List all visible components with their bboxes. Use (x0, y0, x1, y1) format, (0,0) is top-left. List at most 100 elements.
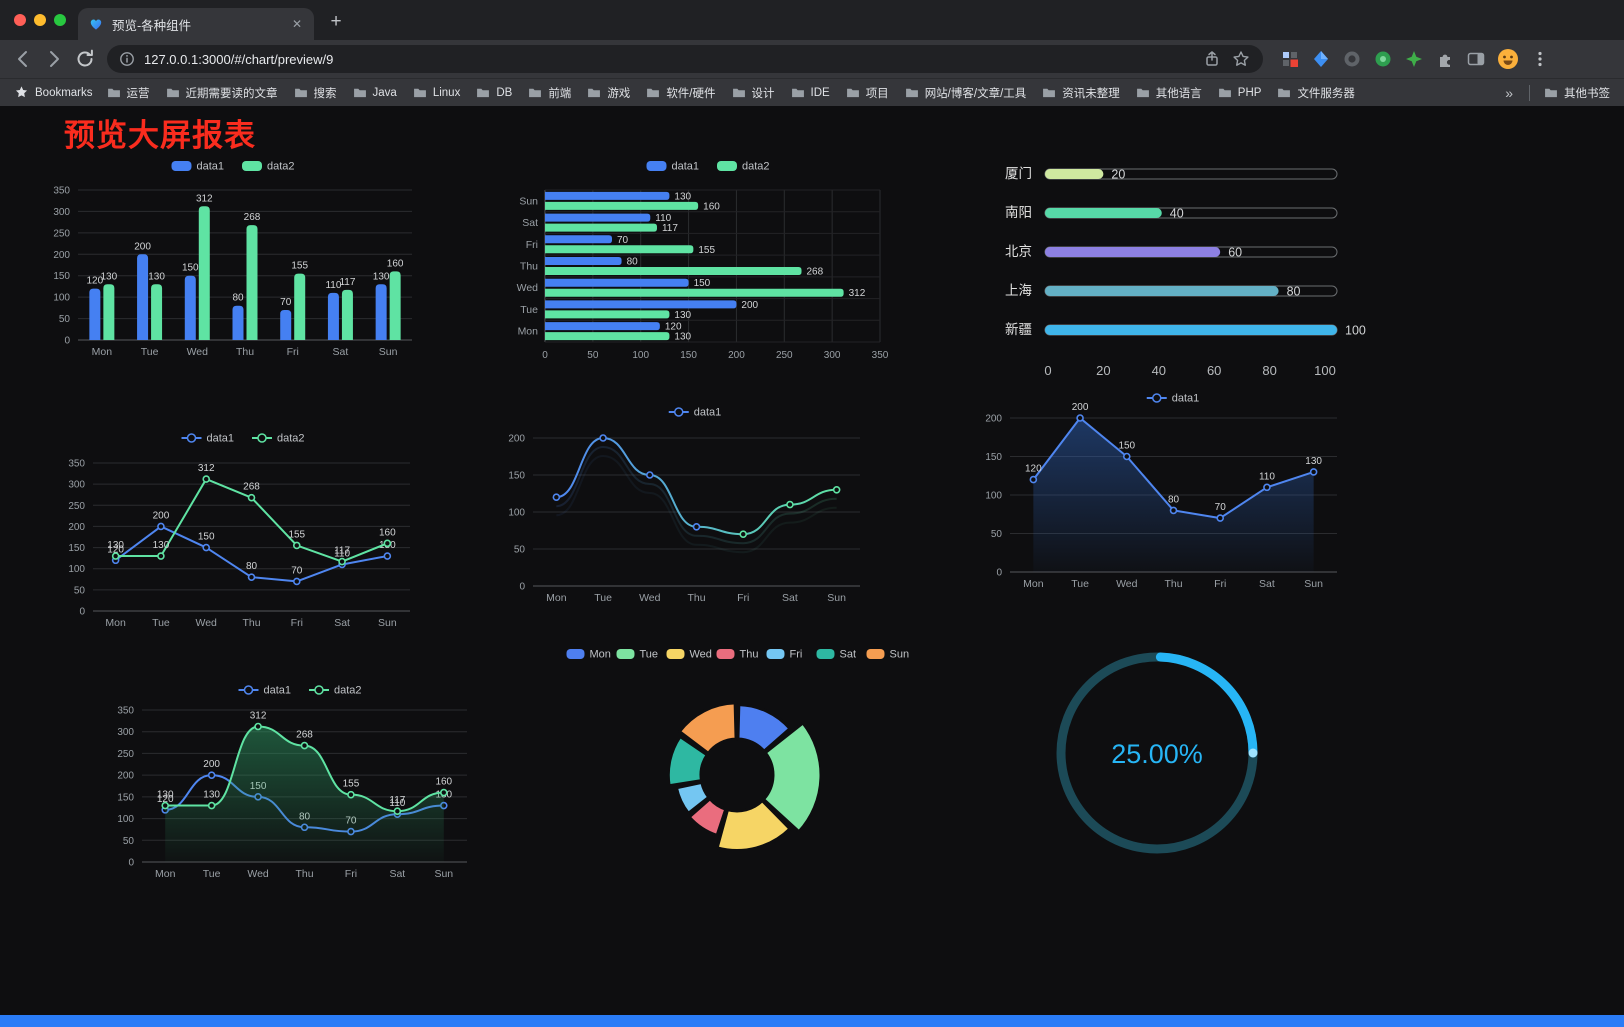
bookmark-folder[interactable]: 游戏 (587, 85, 630, 101)
svg-text:40: 40 (1152, 363, 1166, 378)
svg-text:0: 0 (79, 607, 85, 618)
extension-green-star-icon[interactable] (1404, 49, 1424, 69)
bookmark-folder-label: DB (496, 86, 513, 99)
folder-icon (588, 88, 601, 98)
address-bar[interactable]: 127.0.0.1:3000/#/chart/preview/9 (107, 45, 1263, 73)
bookmark-folder-label: 搜索 (313, 87, 337, 100)
tab-close-icon[interactable]: ✕ (291, 17, 302, 31)
svg-text:130: 130 (674, 310, 691, 321)
bookmark-folder-label: 运营 (126, 87, 150, 100)
folder-icon (1043, 88, 1056, 98)
bookmarks-root-label: Bookmarks (35, 86, 93, 99)
menu-dots-icon[interactable] (1530, 49, 1550, 69)
bookmark-folder[interactable]: 设计 (732, 85, 775, 101)
svg-text:200: 200 (1072, 402, 1089, 413)
svg-text:70: 70 (1215, 502, 1227, 513)
svg-text:上海: 上海 (1005, 283, 1032, 298)
folder-icon (1218, 88, 1231, 98)
svg-text:120: 120 (1025, 464, 1042, 475)
bookmark-folder[interactable]: 资讯未整理 (1042, 85, 1120, 101)
reload-button[interactable] (72, 46, 98, 72)
folder-icon (413, 88, 426, 98)
svg-text:155: 155 (343, 779, 360, 790)
back-button[interactable] (10, 46, 36, 72)
svg-text:Wed: Wed (639, 592, 661, 604)
bookmark-folder[interactable]: 网站/博客/文章/工具 (905, 85, 1026, 101)
svg-text:250: 250 (68, 501, 85, 512)
svg-text:Thu: Thu (242, 617, 260, 629)
new-tab-button[interactable]: + (330, 11, 342, 32)
svg-text:Sat: Sat (334, 617, 350, 629)
share-icon[interactable] (1202, 49, 1222, 69)
bookmarks-root-item[interactable]: Bookmarks (14, 85, 93, 100)
site-info-icon[interactable] (119, 51, 135, 67)
bookmark-folder-label: 项目 (865, 87, 889, 100)
zoom-window-button[interactable] (54, 14, 66, 26)
bookmark-folder[interactable]: Linux (413, 87, 460, 99)
svg-text:110: 110 (389, 798, 405, 809)
svg-text:data2: data2 (742, 161, 770, 173)
folder-icon (905, 88, 918, 98)
svg-text:70: 70 (617, 235, 629, 246)
svg-text:268: 268 (296, 730, 313, 741)
svg-text:150: 150 (182, 263, 199, 274)
profile-avatar-icon[interactable] (1497, 48, 1519, 70)
minimize-window-button[interactable] (34, 14, 46, 26)
svg-text:110: 110 (325, 280, 341, 291)
svg-text:Fri: Fri (737, 592, 749, 604)
extension-pixel-icon[interactable] (1280, 49, 1300, 69)
tab-title: 预览-各种组件 (112, 18, 192, 33)
window-controls (14, 14, 66, 26)
svg-text:312: 312 (849, 288, 866, 299)
close-window-button[interactable] (14, 14, 26, 26)
bookmarks-overflow-button[interactable]: » (1505, 84, 1513, 101)
side-panel-icon[interactable] (1466, 49, 1486, 69)
svg-text:北京: 北京 (1005, 244, 1032, 259)
chart-horizontal-bar: data1 data2 0 50 100 150 200 250 300 350 Sun 130 160… (500, 146, 930, 401)
svg-text:0: 0 (542, 350, 548, 361)
extension-green-circle-icon[interactable] (1373, 49, 1393, 69)
svg-text:Thu: Thu (687, 592, 705, 604)
bookmark-folder[interactable]: Java (353, 87, 397, 99)
bookmark-folder[interactable]: 前端 (528, 85, 571, 101)
bookmark-folder-label: 文件服务器 (1297, 87, 1355, 100)
bookmark-folder[interactable]: 搜索 (294, 85, 337, 101)
svg-text:25.00%: 25.00% (1111, 739, 1203, 769)
extensions-puzzle-icon[interactable] (1435, 49, 1455, 69)
other-bookmarks[interactable]: 其他书签 (1544, 85, 1610, 101)
forward-button[interactable] (41, 46, 67, 72)
extension-kite-icon[interactable] (1311, 49, 1331, 69)
folder-icon (846, 88, 859, 98)
bookmark-star-icon[interactable] (1231, 49, 1251, 69)
bookmark-folder[interactable]: PHP (1218, 87, 1261, 99)
svg-text:117: 117 (334, 546, 350, 557)
svg-text:50: 50 (991, 529, 1003, 540)
bookmark-folder[interactable]: 文件服务器 (1277, 85, 1355, 101)
svg-text:Sun: Sun (379, 346, 398, 358)
svg-text:Mon: Mon (92, 346, 113, 358)
svg-text:Wed: Wed (247, 868, 269, 880)
svg-text:Sat: Sat (1259, 578, 1275, 590)
browser-tab[interactable]: 预览-各种组件 ✕ (78, 8, 314, 40)
bookmark-folder[interactable]: 项目 (846, 85, 889, 101)
bookmark-folder[interactable]: 其他语言 (1136, 85, 1202, 101)
svg-text:data1: data1 (207, 433, 235, 445)
svg-text:60: 60 (1207, 363, 1221, 378)
svg-text:20: 20 (1096, 363, 1110, 378)
url-text[interactable]: 127.0.0.1:3000/#/chart/preview/9 (144, 51, 334, 67)
bookmark-folder[interactable]: 运营 (107, 85, 150, 101)
svg-text:268: 268 (244, 212, 261, 223)
svg-text:data1: data1 (264, 685, 292, 697)
extension-dark-circle-icon[interactable] (1342, 49, 1362, 69)
svg-text:250: 250 (776, 350, 793, 361)
bookmark-folder[interactable]: IDE (791, 87, 830, 99)
svg-text:130: 130 (1305, 456, 1322, 467)
svg-text:Sun: Sun (519, 195, 538, 207)
svg-text:350: 350 (872, 350, 889, 361)
chart-grouped-bar: data1 data2 0 50 100 150 200 250 300 350 Mon Tue Wed… (40, 146, 470, 391)
bookmark-folder[interactable]: 软件/硬件 (646, 85, 716, 101)
svg-text:Tue: Tue (141, 346, 159, 358)
bookmark-folder[interactable]: 近期需要读的文章 (166, 85, 278, 101)
svg-text:200: 200 (203, 759, 220, 770)
bookmark-folder[interactable]: DB (476, 87, 512, 99)
